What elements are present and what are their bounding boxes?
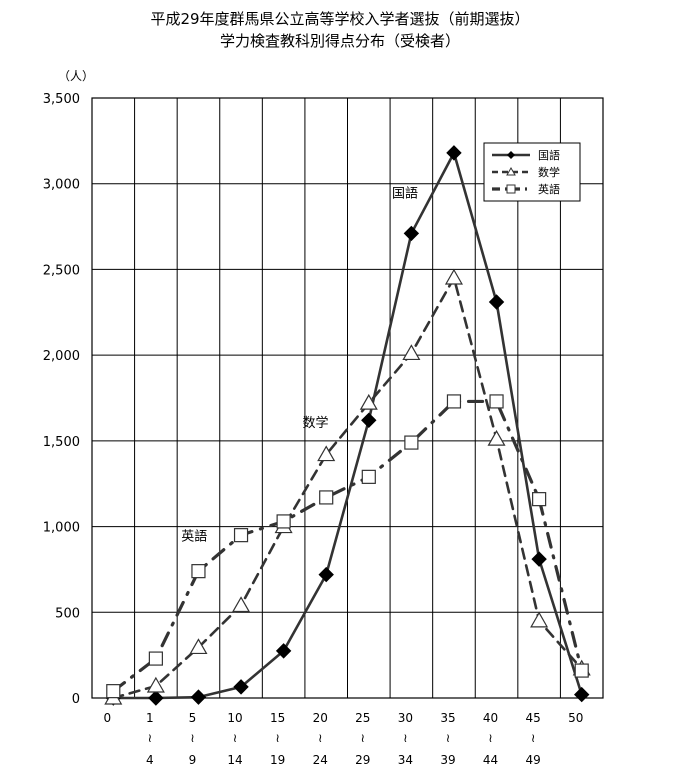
data-point-square [233,528,249,543]
x-tick-tilde: ≀ [488,731,493,745]
legend-label: 英語 [538,182,560,196]
x-tick-label: 50 [568,711,583,725]
x-tick-tilde: ≀ [148,731,153,745]
legend-marker-square [506,184,516,194]
y-axis-label: （人） [58,69,94,83]
x-tick-label: 30 [398,711,413,725]
y-tick-label: 3,000 [43,178,80,193]
data-point-square [404,435,419,450]
data-point-triangle [444,268,463,285]
data-point-triangle [317,445,336,462]
x-tick-tilde: ≀ [275,731,280,745]
data-point-diamond [318,566,334,583]
data-point-triangle [146,676,165,693]
data-point-triangle [402,344,421,361]
x-tick-tilde: ≀ [531,731,536,745]
data-point-square [319,490,334,505]
x-tick-label: 25 [355,711,370,725]
x-tick-label: 9 [189,753,197,767]
series-line-square [111,399,584,693]
y-tick-label: 500 [55,606,80,621]
x-tick-label: 34 [398,753,413,767]
x-tick-label: 45 [525,711,540,725]
data-point-diamond [275,643,292,659]
x-tick-tilde: ≀ [361,731,366,745]
data-point-diamond [233,679,249,695]
x-tick-label: 15 [270,711,285,725]
legend-marker-diamond [507,151,515,159]
data-point-diamond [574,686,590,703]
y-tick-label: 2,000 [43,349,80,364]
x-tick-label: 19 [270,753,285,767]
y-tick-label: 3,500 [43,92,80,107]
x-tick-tilde: ≀ [190,731,195,745]
x-tick-tilde: ≀ [233,731,238,745]
data-point-diamond [531,551,547,567]
x-tick-label: 14 [227,753,242,767]
data-point-square [489,394,504,409]
data-point-square [361,469,376,484]
x-tick-label: 44 [483,753,498,767]
x-tick-label: 1 [146,711,154,725]
series-annotation: 国語 [392,185,418,201]
x-tick-label: 49 [525,753,540,767]
data-point-triangle [189,638,208,655]
data-point-triangle [530,611,549,628]
data-point-square [191,564,206,579]
data-point-diamond [488,294,505,310]
y-tick-label: 1,500 [43,435,80,450]
data-point-square [148,651,163,666]
x-tick-label: 40 [483,711,498,725]
x-tick-label: 29 [355,753,370,767]
y-tick-label: 2,500 [43,263,80,278]
data-point-square [574,663,589,678]
data-point-triangle [359,393,378,410]
x-tick-label: 4 [146,753,154,767]
legend-label: 国語 [538,148,560,162]
data-point-diamond [446,145,462,161]
x-tick-label: 39 [440,753,455,767]
data-point-triangle [487,429,506,446]
chart-subtitle: 学力検査教科別得点分布（受検者） [219,32,460,50]
x-tick-label: 0 [103,711,111,725]
data-point-diamond [361,412,377,428]
x-tick-label: 5 [189,711,197,725]
plot-frame [91,97,604,699]
x-tick-label: 20 [313,711,328,725]
data-point-square [532,492,547,507]
legend-label: 数学 [538,165,560,179]
series-annotation: 数学 [303,415,329,431]
x-tick-label: 35 [440,711,455,725]
data-point-diamond [148,690,164,706]
y-tick-label: 1,000 [43,521,80,536]
data-point-diamond [403,225,420,242]
series-annotation: 英語 [181,528,207,544]
x-tick-tilde: ≀ [403,731,408,745]
legend-box [483,142,581,202]
x-tick-tilde: ≀ [446,731,451,745]
data-point-diamond [190,689,207,705]
data-point-square [276,514,291,529]
y-tick-label: 0 [72,692,80,707]
x-tick-label: 24 [313,753,328,767]
data-point-square [446,394,462,409]
data-point-square [106,684,121,699]
data-point-triangle [232,596,251,613]
x-tick-label: 10 [227,711,242,725]
x-tick-tilde: ≀ [318,731,323,745]
legend-marker-triangle [506,166,516,176]
chart-title: 平成29年度群馬県公立高等学校入学者選抜（前期選抜） [150,10,530,28]
